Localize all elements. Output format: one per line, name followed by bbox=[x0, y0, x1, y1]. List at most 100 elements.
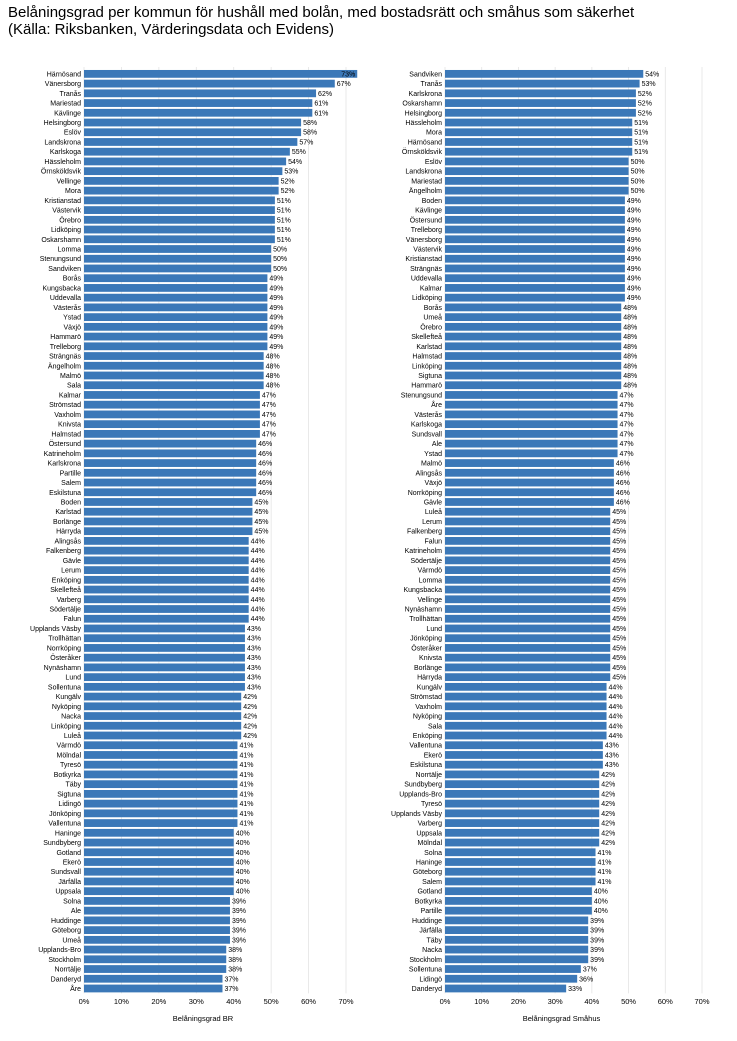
bar bbox=[84, 235, 275, 244]
data-label: 44% bbox=[251, 538, 265, 545]
category-label: Trelleborg bbox=[50, 344, 81, 351]
bar bbox=[84, 225, 275, 234]
category-label: Tyresö bbox=[60, 762, 81, 769]
bar bbox=[84, 118, 302, 127]
category-label: Huddinge bbox=[51, 918, 81, 925]
category-label: Ystad bbox=[63, 315, 81, 322]
data-label: 41% bbox=[239, 801, 253, 808]
data-label: 41% bbox=[239, 743, 253, 750]
data-label: 67% bbox=[337, 81, 351, 88]
category-label: Mölndal bbox=[417, 840, 442, 847]
bar bbox=[84, 89, 317, 98]
data-label: 40% bbox=[594, 908, 608, 915]
bar bbox=[445, 157, 629, 166]
category-label: Nynäshamn bbox=[44, 665, 81, 672]
bar bbox=[445, 887, 592, 896]
category-label: Botkyrka bbox=[415, 898, 442, 905]
bar bbox=[445, 799, 600, 808]
bar bbox=[84, 848, 234, 857]
data-label: 51% bbox=[634, 139, 648, 146]
data-label: 48% bbox=[623, 383, 637, 390]
bar bbox=[445, 897, 592, 905]
data-label: 49% bbox=[269, 305, 283, 312]
bar bbox=[84, 400, 260, 409]
data-label: 40% bbox=[236, 840, 250, 847]
data-label: 48% bbox=[623, 324, 637, 331]
bar bbox=[84, 332, 268, 341]
bar bbox=[84, 128, 302, 137]
data-label: 58% bbox=[303, 130, 317, 137]
bar bbox=[84, 877, 234, 886]
bar bbox=[84, 215, 275, 224]
data-label: 43% bbox=[605, 743, 619, 750]
bar bbox=[445, 673, 611, 682]
data-label: 41% bbox=[239, 821, 253, 828]
chart-title: Belåningsgrad per kommun för hushåll med… bbox=[8, 4, 634, 38]
x-axis-label: Belåningsgrad Småhus bbox=[523, 1014, 601, 1023]
data-label: 48% bbox=[623, 305, 637, 312]
bar bbox=[84, 342, 268, 351]
data-label: 41% bbox=[239, 811, 253, 818]
bar bbox=[445, 371, 622, 380]
bar bbox=[84, 965, 227, 973]
x-tick-label: 20% bbox=[511, 997, 526, 1006]
category-label: Sundsvall bbox=[51, 869, 82, 876]
bar bbox=[445, 926, 589, 934]
category-label: Sundsvall bbox=[412, 431, 443, 438]
data-label: 43% bbox=[605, 762, 619, 769]
data-label: 46% bbox=[258, 441, 272, 448]
data-label: 42% bbox=[243, 694, 257, 701]
bar bbox=[445, 731, 607, 740]
data-label: 41% bbox=[598, 850, 612, 857]
category-label: Uppsala bbox=[416, 830, 442, 837]
category-label: Falkenberg bbox=[407, 529, 442, 536]
data-label: 41% bbox=[239, 752, 253, 759]
bar bbox=[84, 575, 249, 584]
data-label: 48% bbox=[266, 354, 280, 361]
bar bbox=[445, 89, 636, 98]
category-label: Gotland bbox=[417, 889, 442, 896]
category-label: Varberg bbox=[57, 597, 81, 604]
category-label: Lidingö bbox=[419, 976, 442, 983]
bar bbox=[84, 254, 272, 263]
category-label: Vallentuna bbox=[409, 743, 442, 750]
category-label: Värmdö bbox=[417, 568, 442, 575]
data-label: 45% bbox=[612, 529, 626, 536]
category-label: Umeå bbox=[423, 314, 442, 322]
x-tick-label: 0% bbox=[79, 997, 90, 1006]
x-tick-label: 60% bbox=[301, 997, 316, 1006]
x-tick-label: 50% bbox=[621, 997, 636, 1006]
bar bbox=[445, 819, 600, 827]
bar bbox=[445, 692, 607, 701]
bar bbox=[84, 741, 238, 750]
data-label: 44% bbox=[251, 587, 265, 594]
data-label: 49% bbox=[627, 217, 641, 224]
category-label: Österåker bbox=[411, 644, 442, 652]
bar bbox=[84, 935, 230, 944]
category-label: Solna bbox=[424, 850, 442, 857]
bar bbox=[84, 721, 242, 730]
bar bbox=[445, 605, 611, 613]
category-label: Sandviken bbox=[48, 266, 81, 273]
bar bbox=[84, 245, 272, 253]
x-tick-label: 50% bbox=[264, 997, 279, 1006]
data-label: 47% bbox=[262, 431, 276, 438]
bar bbox=[445, 527, 611, 536]
category-label: Strängnäs bbox=[49, 354, 81, 361]
data-label: 40% bbox=[594, 898, 608, 905]
category-label: Ekerö bbox=[63, 859, 81, 866]
bar bbox=[445, 313, 622, 322]
category-label: Västerås bbox=[414, 411, 442, 419]
category-label: Järfälla bbox=[419, 928, 442, 935]
data-label: 45% bbox=[612, 509, 626, 516]
data-label: 45% bbox=[612, 597, 626, 604]
category-label: Sollentuna bbox=[48, 684, 81, 691]
data-label: 58% bbox=[303, 120, 317, 127]
data-label: 45% bbox=[612, 616, 626, 623]
bar bbox=[84, 712, 242, 720]
bar bbox=[84, 108, 313, 117]
bar bbox=[84, 926, 230, 934]
bar bbox=[84, 858, 234, 866]
bar bbox=[445, 498, 614, 506]
data-label: 45% bbox=[254, 529, 268, 536]
